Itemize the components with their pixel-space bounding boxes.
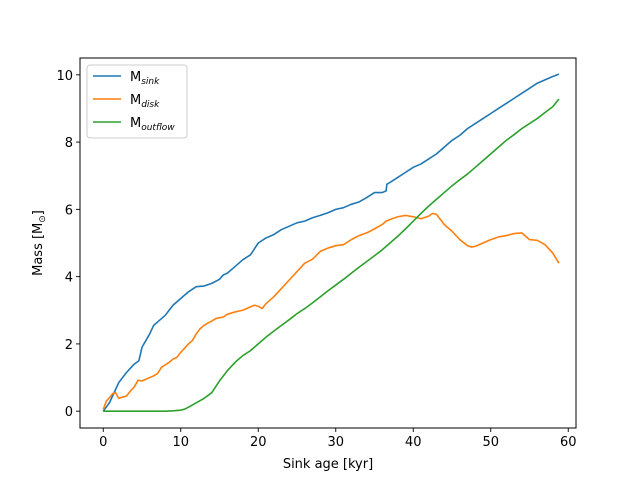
- legend-label-disk: Mdisk: [130, 93, 160, 110]
- y-axis-ticks: 0 2 4 6 8 10: [56, 69, 80, 420]
- x-tick-label: 50: [482, 435, 499, 450]
- x-tick-label: 10: [172, 435, 189, 450]
- legend-label-base: M: [130, 93, 141, 108]
- plot-frame: [79, 57, 577, 429]
- legend-label-outflow: Moutflow: [130, 116, 175, 133]
- y-tick-label: 10: [56, 69, 73, 84]
- y-axis-label: Mass [M⊙]: [31, 210, 48, 276]
- legend-box: [86, 64, 188, 139]
- legend-label-sink: Msink: [130, 70, 160, 87]
- legend-label-sub: outflow: [141, 123, 175, 133]
- x-axis-ticks: 0 10 20 30 40 50 60: [99, 428, 577, 450]
- legend-label-base: M: [130, 116, 141, 131]
- series-line-outflow: [103, 98, 560, 412]
- x-tick-label: 60: [560, 435, 577, 450]
- legend-label-sub: disk: [141, 100, 160, 110]
- x-tick-label: 20: [250, 435, 267, 450]
- x-tick-label: 0: [99, 435, 107, 450]
- legend-label-sub: sink: [141, 77, 160, 87]
- x-tick-label: 30: [327, 435, 344, 450]
- y-tick-label: 8: [65, 136, 73, 151]
- series-line-sink: [102, 73, 560, 412]
- series-layer: [102, 73, 560, 412]
- y-tick-label: 0: [65, 405, 73, 420]
- x-axis-label: Sink age [kyr]: [283, 457, 373, 472]
- x-tick-label: 40: [405, 435, 422, 450]
- series-line-disk: [102, 212, 560, 410]
- y-tick-label: 6: [65, 203, 73, 218]
- y-axis-label-main: Mass [M: [31, 223, 46, 276]
- y-axis-label-sub: ⊙: [38, 215, 48, 223]
- y-tick-label: 4: [65, 271, 73, 286]
- legend-label-base: M: [130, 70, 141, 85]
- y-tick-label: 2: [65, 338, 73, 353]
- y-axis-label-end: ]: [31, 210, 46, 215]
